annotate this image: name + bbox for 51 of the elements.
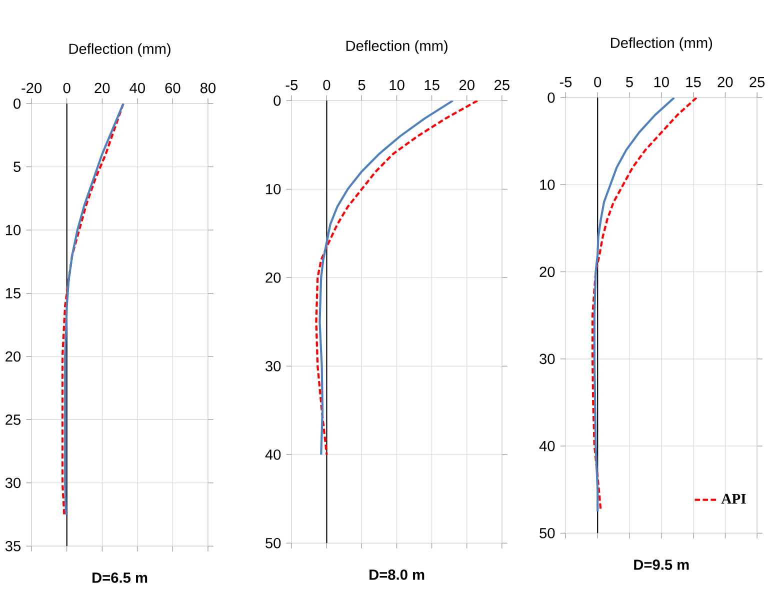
x-tick-label: 25 xyxy=(494,80,510,90)
y-tick-label: 20 xyxy=(540,266,555,278)
x-tick-label: 25 xyxy=(750,76,765,88)
line-series xyxy=(315,100,478,456)
x-tick-label: 0 xyxy=(323,80,330,90)
y-tick-label: 30 xyxy=(540,354,555,364)
line-series xyxy=(591,98,698,512)
y-tick-label: 25 xyxy=(6,414,20,425)
legend-label: API xyxy=(721,494,746,504)
y-tick-label: 15 xyxy=(6,288,20,298)
x-tick-label: 5 xyxy=(358,80,366,90)
x-axis-title: Deflection (mm) xyxy=(611,37,712,51)
x-tick-label: 60 xyxy=(165,82,180,94)
y-tick-label: 0 xyxy=(274,96,281,106)
y-tick-label: 20 xyxy=(6,351,21,362)
x-axis-title: Deflection (mm) xyxy=(69,43,170,57)
y-tick-label: 40 xyxy=(539,440,555,452)
y-tick-label: 40 xyxy=(265,450,281,460)
x-tick-label: -5 xyxy=(560,77,572,88)
y-tick-label: 50 xyxy=(540,528,555,538)
x-tick-label: 0 xyxy=(594,76,602,88)
x-tick-label: -20 xyxy=(22,82,42,94)
x-tick-label: 20 xyxy=(718,76,733,88)
x-tick-label: -5 xyxy=(286,80,298,90)
x-tick-label: 20 xyxy=(94,82,110,94)
x-tick-label: 80 xyxy=(200,82,216,94)
y-tick-label: 35 xyxy=(5,541,20,552)
y-tick-label: 0 xyxy=(14,98,21,109)
text: D=6.5 m xyxy=(92,572,148,583)
y-tick-label: 30 xyxy=(266,361,281,372)
y-tick-label: 50 xyxy=(266,538,281,548)
y-tick-label: 0 xyxy=(548,92,555,103)
y-tick-label: 20 xyxy=(266,272,281,283)
x-tick-label: 10 xyxy=(654,76,669,88)
x-tick-label: 20 xyxy=(460,80,474,90)
y-tick-label: 10 xyxy=(266,184,281,194)
text: D=8.0 m xyxy=(370,570,424,580)
x-tick-label: 5 xyxy=(626,77,633,88)
x-tick-label: 40 xyxy=(130,82,145,94)
y-tick-label: 30 xyxy=(5,478,21,488)
x-tick-label: 15 xyxy=(424,80,440,90)
x-axis-title: Deflection (mm) xyxy=(346,40,448,54)
x-tick-label: 15 xyxy=(686,77,701,88)
line-series xyxy=(318,100,454,456)
y-tick-label: 5 xyxy=(14,162,21,172)
x-tick-label: 0 xyxy=(63,82,70,94)
line-series xyxy=(593,98,676,512)
y-tick-label: 10 xyxy=(540,180,555,190)
x-tick-label: 10 xyxy=(390,80,404,90)
text: D=9.5 m xyxy=(634,560,689,570)
y-tick-label: 10 xyxy=(6,224,21,236)
